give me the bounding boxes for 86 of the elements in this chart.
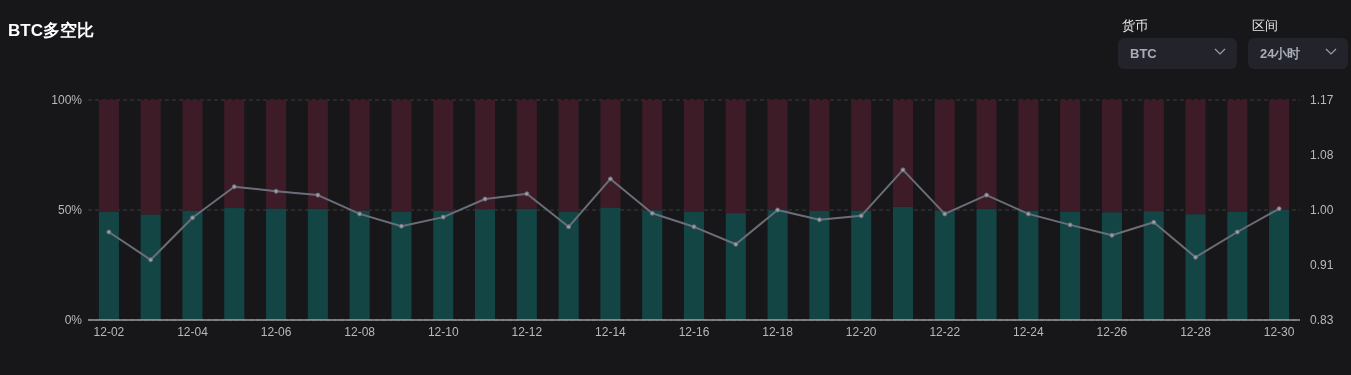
bar <box>934 210 955 320</box>
bar <box>725 213 746 320</box>
y2-tick-label: 1.00 <box>1310 203 1334 217</box>
bar <box>1143 100 1164 212</box>
text: 货币 <box>1122 18 1148 33</box>
bar <box>433 100 454 211</box>
bar <box>224 100 245 209</box>
bar <box>266 100 287 209</box>
x-tick-label: 12-14 <box>595 325 627 339</box>
y2-tick-label: 0.91 <box>1310 258 1334 272</box>
bar <box>266 208 287 320</box>
bar <box>809 210 830 320</box>
bar <box>558 211 579 320</box>
bar <box>98 100 119 212</box>
bar <box>934 100 955 211</box>
x-tick-label: 12-26 <box>1096 325 1128 339</box>
bar <box>976 100 997 209</box>
bar <box>475 100 496 210</box>
bar <box>1101 212 1122 320</box>
bar <box>1018 100 1039 211</box>
x-tick-label: 12-10 <box>427 325 459 339</box>
x-tick-label: 12-28 <box>1180 325 1212 339</box>
x-tick-label: 12-24 <box>1012 325 1045 339</box>
bar <box>1185 214 1206 320</box>
bar <box>642 100 663 211</box>
y2-tick-label: 0.83 <box>1310 313 1334 327</box>
bar <box>1227 100 1248 212</box>
bar <box>1101 100 1122 213</box>
currency-dropdown: BTC <box>1118 38 1237 69</box>
bar <box>1269 100 1290 210</box>
bar <box>516 208 537 320</box>
bar <box>475 209 496 320</box>
bar <box>391 211 412 320</box>
bar <box>683 100 705 212</box>
bar <box>1060 211 1081 320</box>
bar <box>1269 210 1290 320</box>
x-tick-label: 12-22 <box>929 325 961 339</box>
text: 区间 <box>1252 18 1278 33</box>
bar <box>140 214 161 320</box>
bar <box>809 100 830 211</box>
bar <box>1227 211 1248 320</box>
x-tick-label: 12-04 <box>177 325 209 339</box>
x-tick-label: 12-12 <box>511 325 543 339</box>
bar <box>1143 211 1164 320</box>
y2-tick-label: 1.08 <box>1310 148 1334 162</box>
bar <box>1018 210 1039 320</box>
y-tick-label: 0% <box>64 313 83 327</box>
x-tick-label: 12-02 <box>93 325 125 339</box>
bar <box>600 207 621 320</box>
y2-tick-label: 1.17 <box>1310 93 1334 107</box>
y-tick-label: 50% <box>57 203 83 217</box>
x-tick-label: 12-06 <box>260 325 292 339</box>
bar <box>182 100 203 211</box>
bar <box>1185 100 1206 215</box>
bar <box>349 210 370 320</box>
bar <box>683 211 705 320</box>
bar <box>391 100 412 212</box>
bar <box>349 100 370 211</box>
bar <box>767 100 788 210</box>
bar <box>851 210 872 320</box>
bar <box>516 100 537 209</box>
bar <box>976 208 997 320</box>
chart-title: BTC多空比 <box>8 21 94 40</box>
interval-dropdown: 24小时 <box>1248 38 1348 69</box>
x-tick-label: 12-20 <box>845 325 877 339</box>
bar <box>140 100 161 215</box>
bar <box>1060 100 1081 212</box>
x-tick-label: 12-18 <box>762 325 794 339</box>
bar <box>307 100 328 209</box>
x-tick-label: 12-30 <box>1263 325 1295 339</box>
bar <box>892 206 913 320</box>
bar <box>98 211 119 320</box>
bar <box>558 100 579 212</box>
bar <box>307 208 328 320</box>
bar <box>433 210 454 320</box>
bar <box>600 100 621 208</box>
bar <box>892 100 913 207</box>
y-tick-label: 100% <box>51 93 83 107</box>
bar <box>767 210 788 320</box>
x-tick-label: 12-16 <box>678 325 710 339</box>
x-tick-label: 12-08 <box>344 325 376 339</box>
bar <box>642 210 663 320</box>
bar <box>182 210 203 320</box>
bar <box>224 208 245 320</box>
bar <box>725 100 746 214</box>
bar <box>851 100 872 211</box>
